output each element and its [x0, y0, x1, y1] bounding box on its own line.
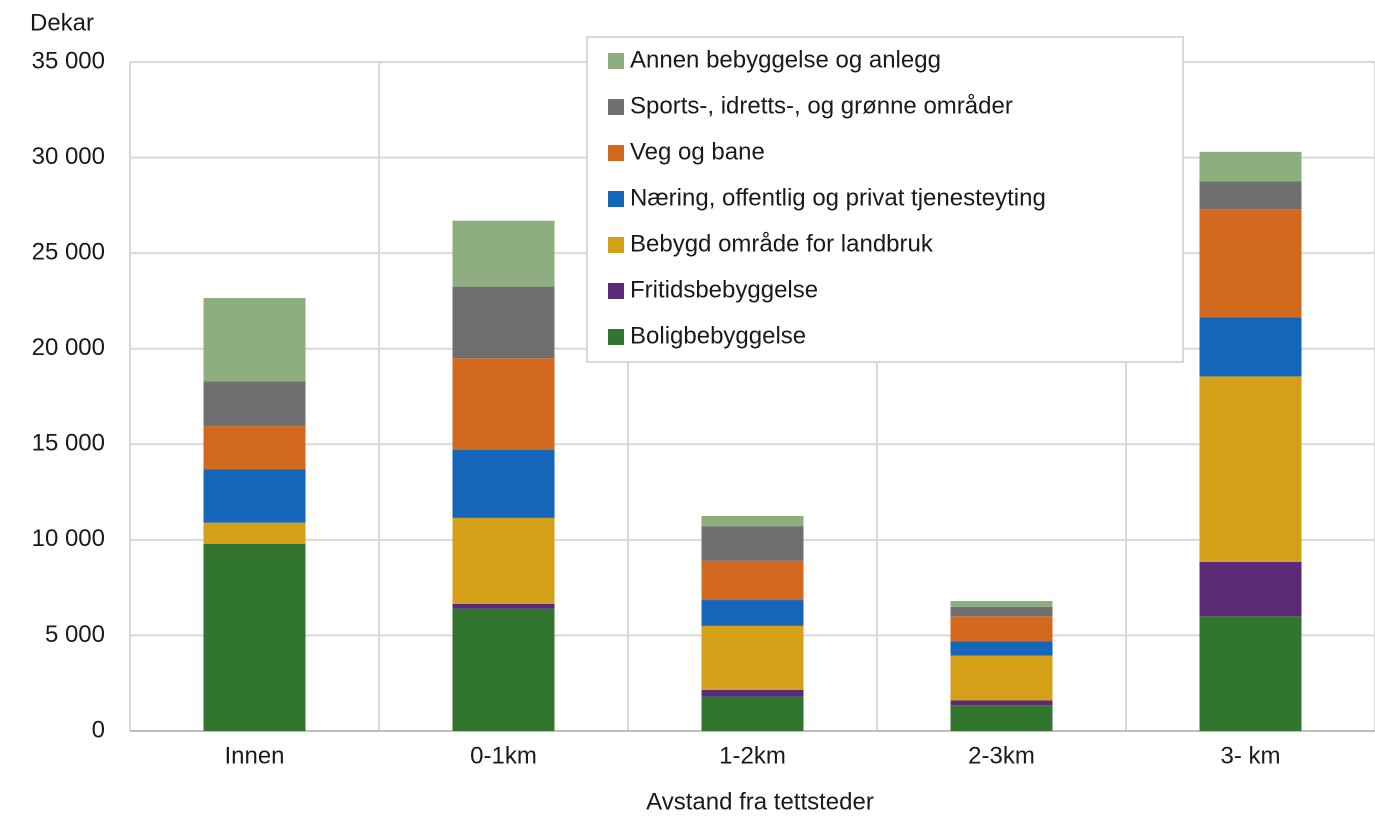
x-tick-label: 2-3km: [968, 742, 1035, 769]
legend-swatch: [608, 237, 624, 253]
bar-segment: [203, 469, 306, 523]
x-tick-label: 0-1km: [470, 742, 537, 769]
bar-segment: [950, 616, 1053, 642]
bar-segment: [701, 515, 804, 527]
y-tick-label: 25 000: [32, 238, 105, 265]
legend-swatch: [608, 145, 624, 161]
bar-segment: [1199, 151, 1302, 182]
legend-swatch: [608, 191, 624, 207]
bar-segment: [1199, 616, 1302, 731]
x-tick-label: 1-2km: [719, 742, 786, 769]
y-tick-label: 5 000: [45, 621, 105, 648]
bar-segment: [452, 450, 555, 518]
bar-segment: [701, 600, 804, 626]
bar-segment: [950, 655, 1053, 701]
y-tick-label: 35 000: [32, 47, 105, 74]
bar-segment: [1199, 209, 1302, 318]
legend-swatch: [608, 329, 624, 345]
bar-segment: [950, 705, 1053, 731]
y-axis-label: Dekar: [30, 9, 94, 36]
bar-segment: [203, 522, 306, 544]
bar-segment: [452, 286, 555, 359]
bar-segment: [1199, 317, 1302, 377]
legend-label: Bebygd område for landbruk: [630, 230, 934, 257]
bar-segment: [950, 700, 1053, 706]
x-axis-label: Avstand fra tettsteder: [646, 788, 874, 815]
y-tick-label: 0: [92, 716, 105, 743]
bar-segment: [950, 601, 1053, 607]
x-tick-label: 3- km: [1221, 742, 1281, 769]
legend-swatch: [608, 283, 624, 299]
y-tick-label: 30 000: [32, 143, 105, 170]
bar-segment: [203, 426, 306, 470]
bar-segment: [203, 381, 306, 427]
legend-label: Sports-, idretts-, og grønne områder: [630, 92, 1013, 119]
bar-segment: [452, 358, 555, 451]
bar-segment: [701, 526, 804, 561]
bar-segment: [203, 298, 306, 382]
legend-label: Veg og bane: [630, 138, 765, 165]
bar-segment: [950, 641, 1053, 656]
y-tick-label: 20 000: [32, 334, 105, 361]
bar-segment: [701, 560, 804, 601]
legend-label: Annen bebyggelse og anlegg: [630, 46, 941, 73]
bar-segment: [1199, 181, 1302, 210]
bar-segment: [452, 608, 555, 731]
bar-segment: [203, 543, 306, 731]
bar-segment: [950, 606, 1053, 617]
bar-segment: [701, 625, 804, 690]
legend-label: Fritidsbebyggelse: [630, 276, 818, 303]
y-tick-label: 15 000: [32, 430, 105, 457]
bar-segment: [701, 689, 804, 697]
bar-segment: [452, 603, 555, 609]
y-tick-label: 10 000: [32, 525, 105, 552]
x-tick-label: Innen: [224, 742, 284, 769]
legend-swatch: [608, 99, 624, 115]
bar-segment: [452, 517, 555, 604]
bar-segment: [701, 696, 804, 731]
bar-segment: [452, 220, 555, 287]
legend-swatch: [608, 53, 624, 69]
legend-label: Boligbebyggelse: [630, 322, 806, 349]
bar-segment: [1199, 561, 1302, 617]
legend-box: [586, 36, 1184, 363]
legend-label: Næring, offentlig og privat tjenesteytin…: [630, 184, 1046, 211]
bar-segment: [1199, 376, 1302, 562]
